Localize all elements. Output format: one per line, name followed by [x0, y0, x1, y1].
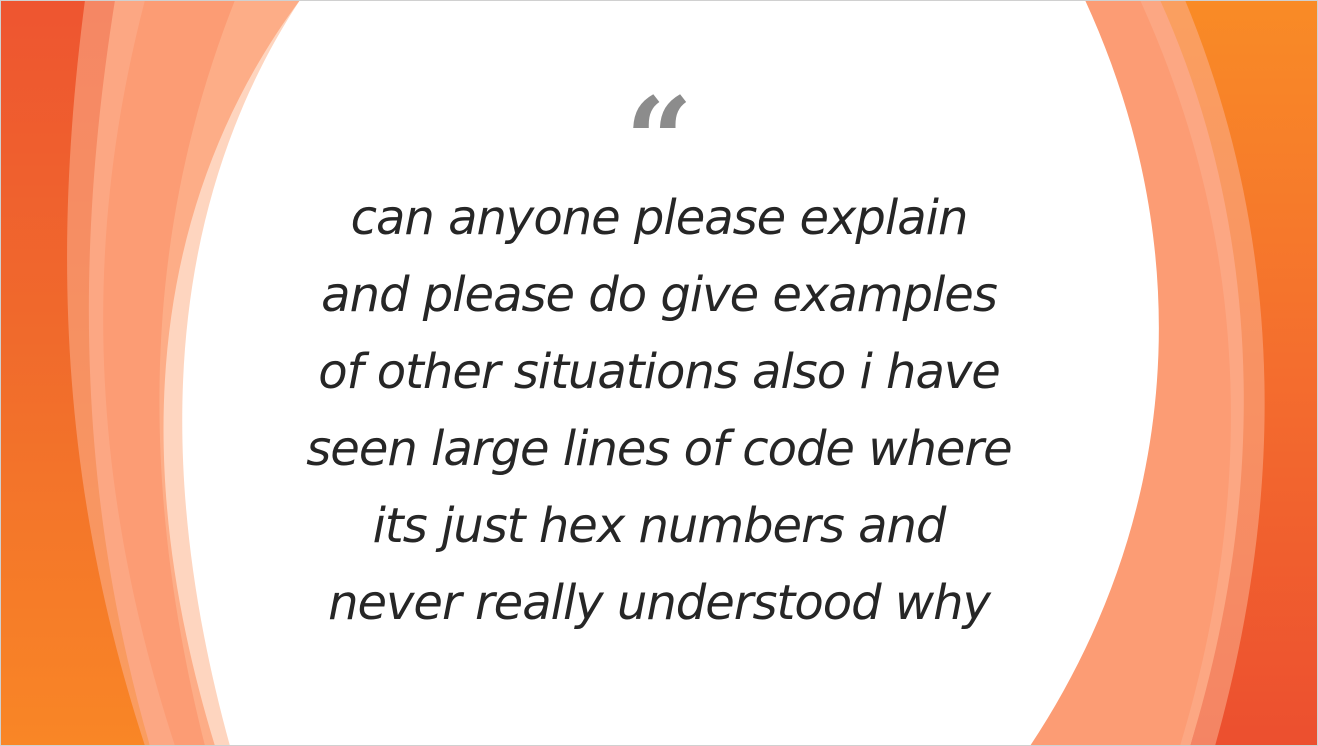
quote-line-1: can anyone please explain — [350, 190, 969, 246]
left-swoosh-light — [88, 0, 300, 746]
quote-block: “ can anyone please explain and please d… — [240, 82, 1078, 642]
left-swoosh-edge — [159, 0, 300, 746]
right-swoosh-soft — [1140, 0, 1265, 746]
quote-line-6: never really understood why — [328, 575, 991, 631]
left-swoosh-soft — [67, 0, 175, 746]
quote-text: can anyone please explain and please do … — [240, 180, 1078, 642]
right-swoosh-dark — [1150, 0, 1318, 746]
quote-line-5: its just hex numbers and — [372, 498, 947, 554]
quote-line-4: seen large lines of code where — [306, 421, 1012, 477]
quote-line-2: and please do give examples — [321, 267, 998, 323]
right-swoosh-light — [1030, 0, 1244, 746]
quote-mark-icon: “ — [625, 71, 693, 210]
quote-line-3: of other situations also i have — [318, 344, 1001, 400]
